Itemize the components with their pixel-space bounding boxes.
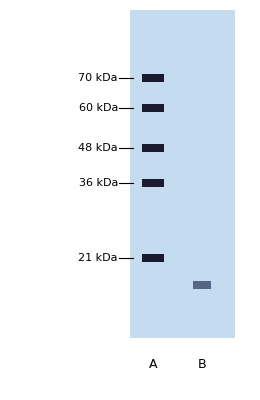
Bar xyxy=(130,10,235,338)
Text: A: A xyxy=(149,358,157,371)
Bar xyxy=(142,144,164,152)
Text: B: B xyxy=(198,358,206,371)
Text: 36 kDa: 36 kDa xyxy=(79,178,118,188)
Bar xyxy=(142,74,164,82)
Bar xyxy=(142,179,164,187)
Bar xyxy=(193,281,211,289)
Text: 70 kDa: 70 kDa xyxy=(79,73,118,83)
Text: 60 kDa: 60 kDa xyxy=(79,103,118,113)
Bar xyxy=(142,104,164,112)
Text: 21 kDa: 21 kDa xyxy=(79,253,118,263)
Text: 48 kDa: 48 kDa xyxy=(78,143,118,153)
Bar xyxy=(142,254,164,262)
